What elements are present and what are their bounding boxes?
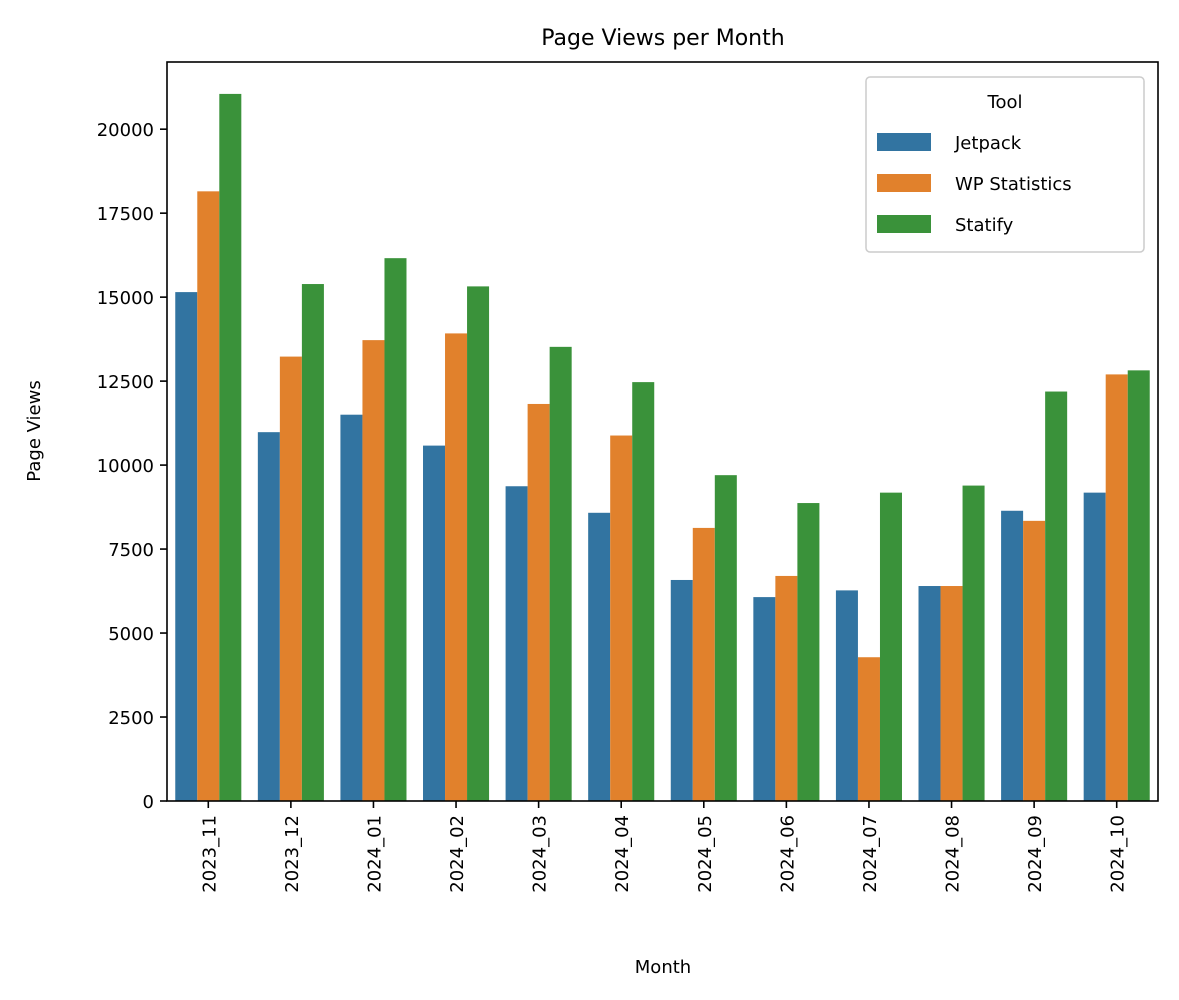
bar-wp-statistics-2024_06: [775, 575, 798, 801]
y-tick-label: 12500: [97, 372, 154, 393]
y-tick-label: 17500: [97, 204, 154, 225]
x-tick-label: 2024_03: [530, 815, 551, 893]
bar-statify-2023_11: [219, 93, 242, 801]
legend-swatch-wp-statistics: [877, 174, 931, 192]
y-tick-label: 5000: [108, 624, 154, 645]
y-axis: 0 2500 5000 7500 10000 12500 15000 17500 20000: [97, 120, 167, 813]
bar-jetpack-2023_12: [257, 432, 280, 801]
bar-statify-2024_06: [797, 503, 820, 801]
x-tick-label: 2024_01: [364, 815, 385, 893]
bar-statify-2024_10: [1127, 370, 1150, 801]
x-axis-label: Month: [635, 957, 691, 978]
bar-jetpack-2024_09: [1001, 510, 1024, 801]
bar-wp-statistics-2023_12: [279, 356, 302, 801]
x-tick-label: 2023_12: [282, 815, 303, 893]
bar-wp-statistics-2024_02: [445, 333, 468, 801]
x-tick-label: 2024_09: [1025, 815, 1046, 893]
bar-wp-statistics-2024_05: [692, 527, 715, 801]
x-tick-label: 2024_02: [447, 815, 468, 893]
y-tick-label: 7500: [108, 540, 154, 561]
bar-jetpack-2024_08: [918, 586, 941, 801]
x-axis: 2023_11 2023_12 2024_01 2024_02 2024_03 2024_…: [199, 801, 1129, 893]
bar-jetpack-2024_05: [670, 579, 693, 801]
bar-statify-2024_03: [549, 346, 572, 801]
bar-statify-2024_09: [1045, 391, 1068, 801]
legend-label-statify: Statify: [955, 215, 1014, 236]
x-tick-label: 2024_04: [612, 815, 633, 893]
bar-statify-2024_02: [467, 286, 490, 801]
y-tick-label: 10000: [97, 456, 154, 477]
bar-statify-2024_07: [879, 492, 902, 801]
bar-wp-statistics-2024_08: [940, 586, 963, 801]
y-axis-label: Page Views: [24, 380, 45, 481]
bar-wp-statistics-2024_03: [527, 403, 550, 801]
y-tick-label: 0: [143, 792, 154, 813]
legend-label-wp-statistics: WP Statistics: [955, 174, 1072, 195]
bar-statify-2024_05: [714, 475, 737, 801]
bar-wp-statistics-2024_09: [1023, 520, 1046, 801]
legend-box: [865, 76, 1145, 253]
legend-title: Tool: [987, 92, 1023, 113]
bar-statify-2024_04: [632, 382, 655, 801]
legend-items: Jetpack WP Statistics Statify: [877, 133, 1072, 236]
bar-jetpack-2023_11: [175, 292, 198, 801]
legend: Tool Jetpack WP Statistics Statify: [865, 76, 1145, 253]
y-tick-label: 20000: [97, 120, 154, 141]
y-tick-label: 15000: [97, 288, 154, 309]
x-tick-label: 2024_07: [860, 815, 881, 893]
legend-swatch-statify: [877, 215, 931, 233]
bar-wp-statistics-2024_07: [857, 657, 880, 801]
bar-jetpack-2024_03: [505, 486, 528, 801]
plot-frame: [166, 61, 1159, 802]
bar-statify-2023_12: [301, 284, 324, 801]
x-tick-label: 2024_06: [777, 815, 798, 893]
bar-wp-statistics-2024_10: [1105, 374, 1128, 801]
y-tick-label: 2500: [108, 708, 154, 729]
bars-group: [175, 93, 1150, 801]
bar-jetpack-2024_01: [340, 414, 363, 801]
bar-statify-2024_08: [962, 485, 985, 801]
bar-jetpack-2024_02: [423, 445, 446, 801]
chart-title: Page Views per Month: [541, 26, 784, 51]
legend-swatch-jetpack: [877, 133, 931, 151]
x-tick-label: 2023_11: [199, 815, 220, 893]
legend-label-jetpack: Jetpack: [954, 133, 1022, 154]
bar-wp-statistics-2024_04: [610, 435, 633, 801]
x-tick-label: 2024_10: [1108, 815, 1129, 893]
x-tick-label: 2024_08: [943, 815, 964, 893]
bar-jetpack-2024_06: [753, 597, 776, 801]
bar-wp-statistics-2024_01: [362, 340, 385, 801]
bar-statify-2024_01: [384, 258, 407, 801]
x-tick-label: 2024_05: [695, 815, 716, 893]
bar-jetpack-2024_10: [1083, 492, 1106, 801]
bar-jetpack-2024_04: [588, 512, 611, 801]
bar-wp-statistics-2023_11: [197, 191, 220, 801]
bar-jetpack-2024_07: [835, 590, 858, 801]
